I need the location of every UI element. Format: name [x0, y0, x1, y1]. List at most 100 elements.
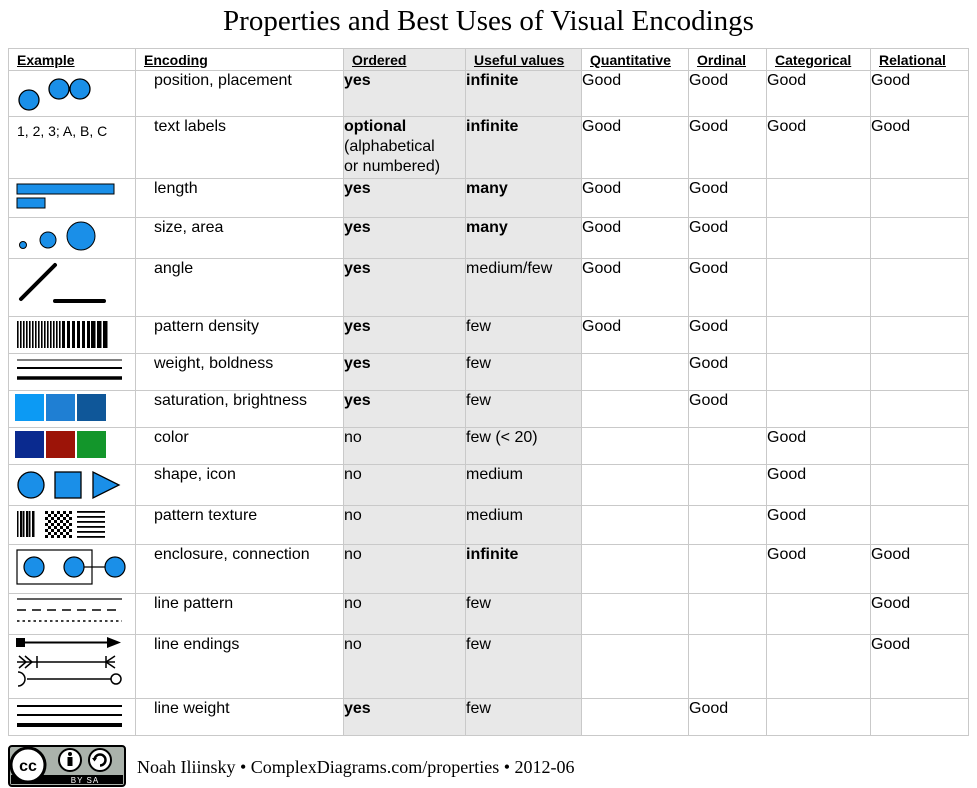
ordinal-cell: Good: [688, 698, 767, 736]
useful-values-cell: few: [465, 316, 582, 354]
ordered-cell: no: [343, 593, 466, 635]
relational-cell: Good: [870, 634, 969, 699]
quantitative-cell: Good: [581, 70, 689, 117]
ordinal-cell: [688, 544, 767, 594]
categorical-cell: [766, 316, 871, 354]
table-row: line endings no few Good: [8, 634, 969, 699]
ordered-text: no: [344, 507, 362, 524]
example-cell: [8, 464, 136, 506]
useful-values-cell: medium/few: [465, 258, 582, 317]
ordered-cell: yes: [343, 258, 466, 317]
ordered-cell: optional (alphabetical or numbered): [343, 116, 466, 179]
ordered-text: no: [344, 546, 362, 563]
categorical-cell: Good: [766, 544, 871, 594]
ordinal-cell: Good: [688, 116, 767, 179]
categorical-cell: Good: [766, 70, 871, 117]
size-area-icon: [9, 218, 135, 258]
useful-values-cell: few: [465, 593, 582, 635]
useful-values-cell: medium: [465, 505, 582, 545]
example-cell: 1, 2, 3; A, B, C: [8, 116, 136, 179]
quantitative-cell: Good: [581, 217, 689, 259]
encoding-cell: pattern texture: [135, 505, 344, 545]
page-title: Properties and Best Uses of Visual Encod…: [223, 5, 754, 37]
example-cell: [8, 634, 136, 699]
ordered-text: or numbered): [344, 158, 441, 175]
header-useful-values: Useful values: [465, 48, 582, 71]
ordered-cell: no: [343, 464, 466, 506]
ordered-cell: yes: [343, 70, 466, 117]
useful-values-cell: infinite: [465, 116, 582, 179]
example-cell: [8, 217, 136, 259]
example-cell: [8, 70, 136, 117]
table-row: position, placement yes infinite Good Good Go…: [8, 70, 969, 117]
quantitative-cell: [581, 593, 689, 635]
categorical-cell: [766, 178, 871, 218]
creative-commons-by-sa-icon: cc BY SA: [8, 745, 126, 787]
quantitative-cell: [581, 464, 689, 506]
line-endings-icon: [9, 635, 135, 698]
relational-cell: [870, 698, 969, 736]
quantitative-cell: [581, 634, 689, 699]
table-row: pattern texture no medium Good: [8, 505, 969, 545]
ordered-cell: yes: [343, 217, 466, 259]
length-icon: [9, 179, 135, 217]
relational-cell: Good: [870, 544, 969, 594]
useful-values-cell: few: [465, 698, 582, 736]
ordinal-cell: Good: [688, 316, 767, 354]
ordered-text: yes: [344, 72, 371, 89]
svg-text:cc: cc: [19, 758, 37, 775]
ordinal-cell: Good: [688, 390, 767, 428]
ordered-cell: no: [343, 544, 466, 594]
header-encoding: Encoding: [135, 48, 344, 71]
quantitative-cell: [581, 353, 689, 391]
encoding-cell: line weight: [135, 698, 344, 736]
ordered-text: (alphabetical: [344, 138, 435, 155]
weight-boldness-icon: [9, 354, 135, 390]
categorical-cell: [766, 593, 871, 635]
ordinal-cell: Good: [688, 178, 767, 218]
license-badge-text: BY SA: [71, 776, 99, 785]
pattern-density-icon: [9, 317, 135, 353]
position-icon: [9, 71, 135, 116]
ordered-text: yes: [344, 700, 371, 717]
example-cell: [8, 258, 136, 317]
table-row: length yes many Good Good: [8, 178, 969, 218]
encoding-cell: position, placement: [135, 70, 344, 117]
saturation-brightness-icon: [9, 391, 135, 427]
encoding-cell: size, area: [135, 217, 344, 259]
categorical-cell: [766, 634, 871, 699]
ordered-cell: yes: [343, 390, 466, 428]
example-cell: [8, 593, 136, 635]
ordered-text: yes: [344, 180, 371, 197]
encoding-cell: line endings: [135, 634, 344, 699]
ordered-cell: no: [343, 427, 466, 465]
categorical-cell: Good: [766, 116, 871, 179]
ordered-cell: no: [343, 505, 466, 545]
relational-cell: [870, 353, 969, 391]
ordered-cell: yes: [343, 316, 466, 354]
quantitative-cell: [581, 390, 689, 428]
quantitative-cell: Good: [581, 258, 689, 317]
table-row: weight, boldness yes few Good: [8, 353, 969, 391]
ordinal-cell: Good: [688, 353, 767, 391]
ordered-text: yes: [344, 260, 371, 277]
example-cell: [8, 698, 136, 736]
header-ordered: Ordered: [343, 48, 466, 71]
encoding-cell: text labels: [135, 116, 344, 179]
useful-values-cell: many: [465, 178, 582, 218]
example-cell: [8, 390, 136, 428]
table-row: line weight yes few Good: [8, 698, 969, 736]
encoding-cell: pattern density: [135, 316, 344, 354]
enclosure-connection-icon: [9, 545, 135, 593]
ordered-text: no: [344, 595, 362, 612]
useful-values-cell: few: [465, 390, 582, 428]
ordinal-cell: Good: [688, 217, 767, 259]
table-row: 1, 2, 3; A, B, C text labels optional (alph…: [8, 116, 969, 179]
ordinal-cell: Good: [688, 258, 767, 317]
relational-cell: [870, 464, 969, 506]
color-icon: [9, 428, 135, 464]
ordered-text: yes: [344, 392, 371, 409]
example-cell: [8, 505, 136, 545]
table-row: shape, icon no medium Good: [8, 464, 969, 506]
ordered-text: yes: [344, 355, 371, 372]
